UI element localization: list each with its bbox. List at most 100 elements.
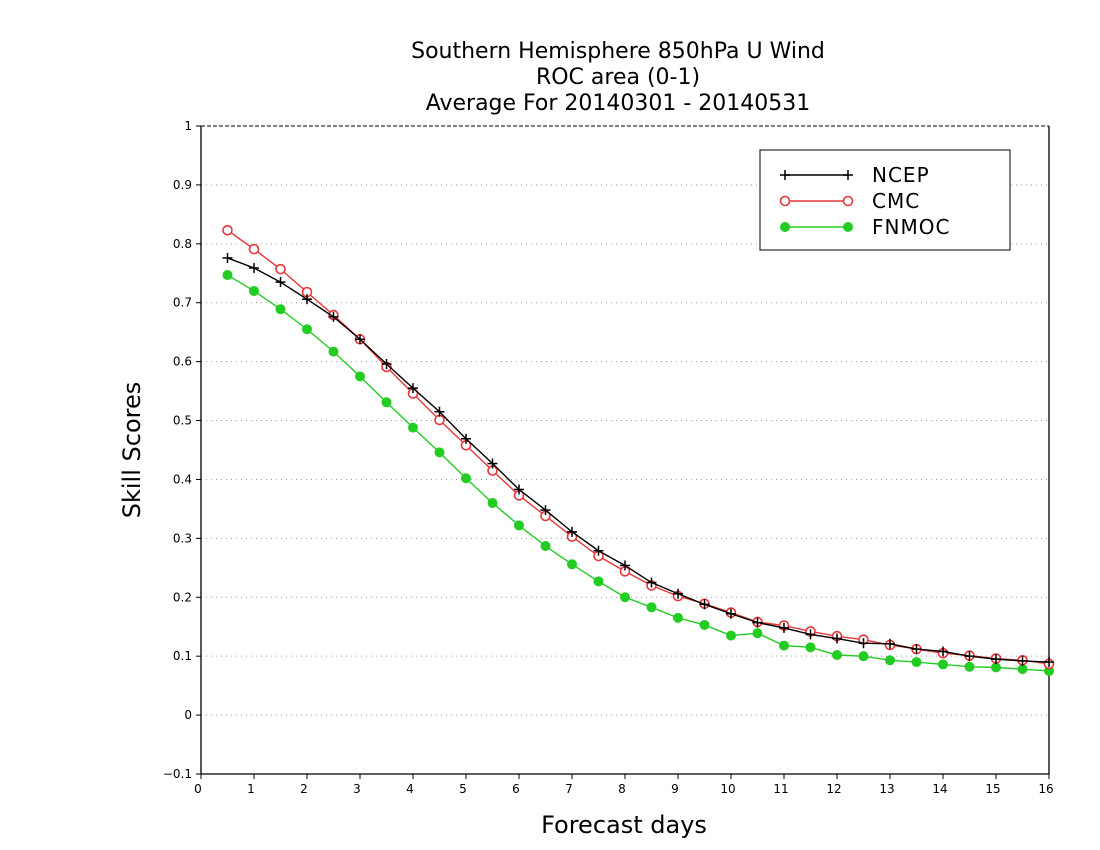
data-point-fnmoc — [567, 559, 577, 570]
axes: −0.100.10.20.30.40.50.60.70.80.910 1 2 3 4 5 6… — [163, 119, 1054, 796]
gridlines — [201, 184, 1049, 716]
data-point-fnmoc — [858, 651, 869, 662]
data-point-fnmoc — [222, 270, 233, 281]
legend-label-ncep: NCEP — [872, 163, 930, 187]
y-tick-label: 0.3 — [173, 531, 192, 545]
data-point-fnmoc — [408, 422, 418, 433]
data-point-fnmoc — [249, 285, 259, 296]
data-point-ncep — [222, 252, 233, 263]
data-point-ncep — [1044, 657, 1054, 668]
data-point-fnmoc — [726, 630, 736, 641]
x-tick-label: 12 — [826, 782, 841, 796]
data-point-fnmoc — [275, 304, 286, 315]
x-tick-label: 0 — [194, 782, 202, 796]
chart-title-line-3: Average For 20140301 - 20140531 — [426, 91, 811, 116]
data-point-ncep — [858, 638, 869, 649]
series-line-cmc — [227, 229, 1050, 665]
data-point-ncep — [249, 262, 259, 273]
data-point-ncep — [911, 644, 922, 655]
legend-marker-cmc — [779, 195, 791, 207]
data-point-fnmoc — [885, 655, 895, 666]
x-tick-label: 6 — [512, 782, 520, 796]
x-tick-label: 13 — [879, 782, 894, 796]
series-fnmoc — [222, 270, 1054, 676]
data-point-ncep — [964, 651, 975, 662]
data-point-ncep — [805, 629, 816, 640]
x-tick-label: 8 — [618, 782, 626, 796]
x-tick-label: 11 — [773, 782, 788, 796]
data-point-fnmoc — [620, 592, 630, 603]
data-point-fnmoc — [593, 576, 604, 587]
data-point-ncep — [302, 294, 312, 305]
data-point-ncep — [540, 505, 551, 516]
x-tick-label: 4 — [406, 782, 414, 796]
data-point-fnmoc — [461, 473, 471, 484]
x-tick-label: 9 — [671, 782, 679, 796]
data-point-fnmoc — [991, 662, 1001, 673]
chart-title: Southern Hemisphere 850hPa U Wind ROC ar… — [411, 39, 825, 116]
y-tick-label: 0.4 — [173, 472, 192, 486]
legend-marker-cmc — [842, 195, 854, 207]
data-point-ncep — [593, 545, 604, 556]
data-point-fnmoc — [673, 612, 683, 623]
legend-marker-fnmoc — [780, 222, 790, 232]
legend-marker-ncep — [843, 170, 853, 180]
data-point-ncep — [673, 588, 683, 599]
data-point-ncep — [779, 622, 789, 633]
data-point-fnmoc — [355, 371, 365, 382]
data-point-ncep — [699, 599, 710, 610]
x-tick-label: 1 — [247, 782, 255, 796]
x-tick-label: 3 — [353, 782, 361, 796]
y-tick-label: 0.1 — [173, 649, 192, 663]
x-tick-label: 2 — [300, 782, 308, 796]
y-tick-label: 0.7 — [173, 296, 192, 310]
x-tick-label: 16 — [1038, 782, 1053, 796]
chart-title-line-2: ROC area (0-1) — [536, 65, 700, 90]
data-point-fnmoc — [514, 520, 524, 531]
series-ncep — [222, 252, 1054, 668]
y-tick-label: 0.8 — [173, 237, 192, 251]
legend-label-cmc: CMC — [872, 189, 920, 213]
legend-marker-fnmoc — [843, 222, 853, 232]
data-point-ncep — [646, 577, 657, 588]
data-point-ncep — [567, 526, 577, 537]
data-point-fnmoc — [938, 659, 948, 670]
y-tick-label: 0.2 — [173, 590, 192, 604]
x-axis-label: Forecast days — [541, 811, 707, 839]
data-point-fnmoc — [911, 657, 922, 668]
data-point-fnmoc — [1017, 664, 1028, 675]
series-line-fnmoc — [227, 274, 1050, 672]
data-point-fnmoc — [779, 640, 789, 651]
chart-title-line-1: Southern Hemisphere 850hPa U Wind — [411, 39, 825, 64]
y-tick-label: 0.9 — [173, 178, 192, 192]
data-point-fnmoc — [487, 498, 498, 509]
data-point-fnmoc — [302, 324, 312, 335]
x-tick-label: 14 — [932, 782, 947, 796]
data-point-ncep — [991, 654, 1001, 665]
data-point-fnmoc — [434, 447, 445, 458]
data-point-ncep — [885, 638, 895, 649]
series-line-ncep — [227, 257, 1050, 663]
data-point-ncep — [620, 560, 630, 571]
y-tick-label: 1 — [184, 119, 192, 133]
data-point-fnmoc — [832, 650, 842, 661]
data-point-ncep — [752, 617, 763, 628]
data-point-fnmoc — [328, 346, 339, 357]
data-point-ncep — [408, 383, 418, 394]
data-point-cmc — [222, 224, 233, 236]
legend-label-fnmoc: FNMOC — [872, 215, 950, 239]
x-tick-label: 5 — [459, 782, 467, 796]
data-point-ncep — [275, 277, 286, 288]
data-point-fnmoc — [381, 397, 392, 408]
data-point-fnmoc — [540, 541, 551, 552]
data-point-cmc — [434, 414, 445, 426]
y-tick-label: 0 — [184, 708, 192, 722]
data-point-fnmoc — [699, 619, 710, 630]
data-point-fnmoc — [752, 628, 763, 639]
data-point-ncep — [434, 406, 445, 417]
data-point-fnmoc — [805, 642, 816, 653]
data-point-ncep — [461, 433, 471, 444]
data-point-cmc — [275, 263, 286, 275]
